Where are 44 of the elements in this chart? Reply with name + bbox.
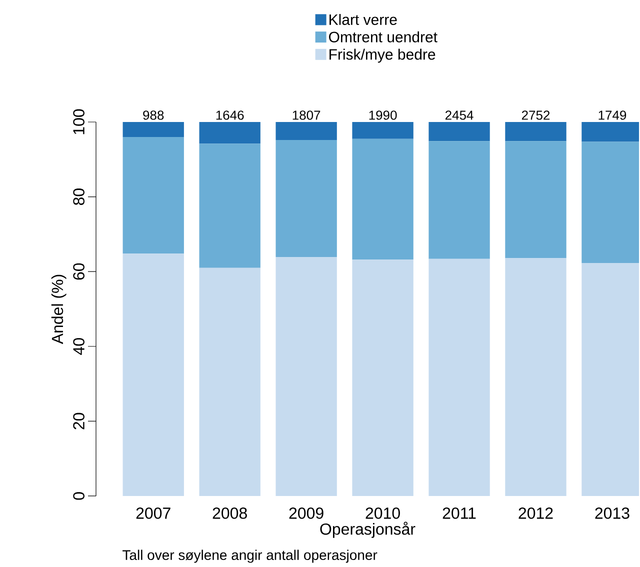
text: Tall over søylene angir antall operasjoner	[122, 550, 378, 563]
annotation: 1807	[292, 110, 320, 120]
y-tick-label: 20	[73, 412, 84, 430]
x-tick-label: 2007	[136, 508, 170, 519]
bar	[428, 141, 490, 259]
bar	[505, 141, 566, 258]
bar	[352, 260, 414, 496]
bar	[199, 144, 260, 268]
x-tick-label: 2009	[289, 508, 324, 519]
annotation: 1646	[216, 110, 244, 120]
annotation: 2752	[522, 110, 550, 120]
x-tick-label: 2011	[442, 508, 476, 519]
annotation: 2454	[445, 110, 474, 120]
bar	[199, 122, 260, 144]
bar	[122, 254, 184, 496]
annotation: 1749	[598, 110, 626, 120]
x-tick-label: 2010	[366, 508, 400, 519]
legend-label: Frisk/mye bedre	[330, 48, 436, 63]
bar	[428, 258, 490, 496]
legend-label: Omtrent uendret	[329, 31, 438, 42]
bar	[122, 136, 184, 254]
y-tick-label: 80	[73, 188, 84, 205]
bar	[352, 122, 414, 139]
bar	[199, 268, 260, 496]
y-tick-label: 60	[73, 263, 84, 280]
annotation: 988	[143, 110, 164, 120]
legend-label: Klart verre	[330, 14, 397, 25]
y-tick-label: 0	[73, 492, 84, 500]
bar	[505, 122, 566, 142]
x-tick-label: 2008	[212, 508, 247, 519]
bar	[352, 138, 414, 260]
y-axis-title: Andel (%)	[51, 274, 66, 344]
annotation: 1990	[369, 110, 397, 120]
y-tick-label: 100	[73, 109, 84, 134]
y-tick-label: 40	[73, 338, 84, 355]
bar	[122, 122, 184, 137]
x-tick-label: 2012	[518, 508, 553, 519]
bar	[276, 257, 337, 496]
bar	[505, 258, 566, 496]
x-tick-label: 2013	[595, 508, 630, 519]
bar	[428, 122, 490, 142]
bar	[276, 122, 337, 140]
bar	[276, 140, 337, 257]
x-axis-title: Operasjonsår	[320, 522, 416, 538]
